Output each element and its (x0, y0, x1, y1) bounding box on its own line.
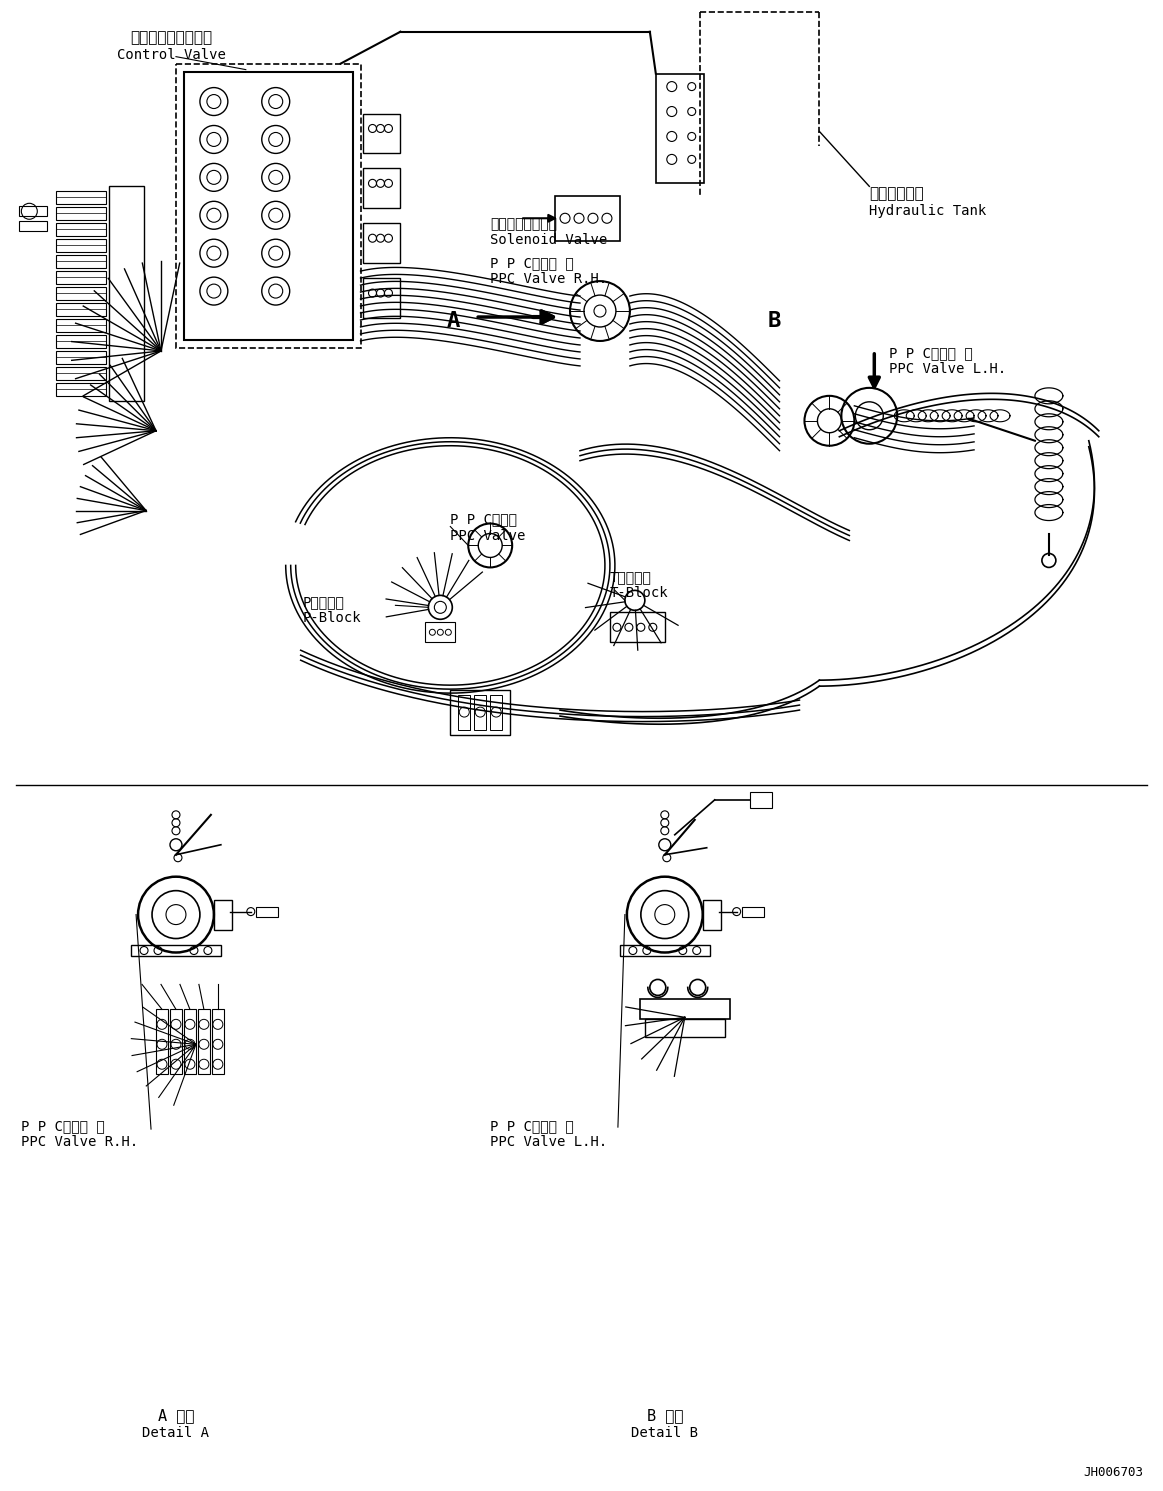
Bar (56, 303, 106, 316)
Bar (620, 944, 709, 957)
Bar (56, 383, 106, 395)
Bar (475, 695, 486, 731)
Bar (656, 73, 704, 183)
Bar (56, 207, 106, 221)
Text: Control Valve: Control Valve (116, 48, 226, 61)
Bar (56, 335, 106, 347)
Bar (56, 367, 106, 380)
Bar (363, 113, 400, 154)
Text: JH006703: JH006703 (1084, 1466, 1143, 1479)
Text: B 詳細: B 詳細 (647, 1409, 683, 1424)
Text: PPC Valve: PPC Valve (450, 528, 526, 543)
Text: PPC Valve R.H.: PPC Valve R.H. (21, 1135, 138, 1150)
Bar (131, 944, 221, 957)
Bar (363, 168, 400, 209)
Text: Detail A: Detail A (143, 1427, 209, 1440)
Bar (458, 695, 470, 731)
Bar (702, 899, 721, 929)
Bar (56, 239, 106, 252)
Bar (491, 695, 502, 731)
Bar (56, 350, 106, 364)
Text: P-Block: P-Block (302, 611, 362, 625)
Bar (56, 255, 106, 268)
Text: A: A (447, 312, 461, 331)
Bar (555, 197, 620, 242)
Text: P P Cバルブ 左: P P Cバルブ 左 (491, 1120, 575, 1133)
Text: A 詳細: A 詳細 (158, 1409, 194, 1424)
Text: P P Cバルブ 右: P P Cバルブ 右 (491, 256, 575, 270)
Text: PPC Valve L.H.: PPC Valve L.H. (491, 1135, 607, 1150)
Bar (750, 792, 771, 808)
Bar (644, 1020, 725, 1038)
Bar (184, 72, 352, 340)
Text: P P Cバルブ 右: P P Cバルブ 右 (21, 1120, 105, 1133)
Bar (198, 1009, 209, 1074)
Bar (450, 690, 511, 735)
Bar (184, 1009, 195, 1074)
Text: PPC Valve L.H.: PPC Valve L.H. (890, 362, 1006, 376)
Bar (742, 907, 764, 917)
Text: コントロールバルブ: コントロールバルブ (130, 30, 212, 45)
Bar (176, 64, 361, 347)
Bar (56, 271, 106, 285)
Text: PPC Valve R.H.: PPC Valve R.H. (491, 273, 607, 286)
Bar (56, 288, 106, 300)
Bar (56, 319, 106, 332)
Text: T-Block: T-Block (609, 586, 669, 601)
Bar (56, 191, 106, 204)
Text: Tブロック: Tブロック (609, 571, 651, 584)
Bar (640, 999, 729, 1020)
Text: P P Cバルブ: P P Cバルブ (450, 513, 518, 526)
Bar (20, 221, 48, 231)
Bar (109, 186, 144, 401)
Bar (20, 206, 48, 216)
Bar (56, 224, 106, 236)
Text: ソレノイドバルブ: ソレノイドバルブ (491, 218, 557, 231)
Bar (212, 1009, 223, 1074)
Text: P P Cバルブ 左: P P Cバルブ 左 (890, 346, 973, 359)
Text: Hydraulic Tank: Hydraulic Tank (869, 204, 986, 218)
Bar (214, 899, 231, 929)
Text: Pブロック: Pブロック (302, 595, 344, 610)
Bar (256, 907, 278, 917)
Bar (426, 622, 455, 643)
Bar (156, 1009, 167, 1074)
Bar (609, 613, 665, 643)
Bar (170, 1009, 181, 1074)
Text: 作動油タンク: 作動油タンク (869, 186, 925, 201)
Text: Detail B: Detail B (632, 1427, 698, 1440)
Bar (363, 279, 400, 318)
Text: Solenoid Valve: Solenoid Valve (491, 233, 607, 248)
Text: B: B (768, 312, 782, 331)
Bar (363, 224, 400, 262)
